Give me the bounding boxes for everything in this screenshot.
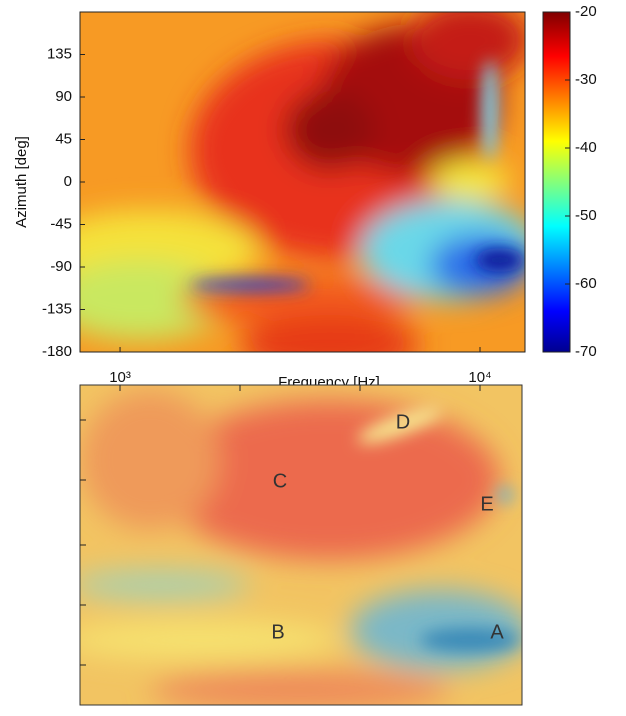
y-tick-label: 0 xyxy=(64,173,72,190)
y-tick-label: 90 xyxy=(55,88,72,105)
y-tick-label: 135 xyxy=(47,45,72,62)
x-tick-label: 10⁴ xyxy=(468,369,491,386)
y-tick-label: 45 xyxy=(55,130,72,147)
colorbar-tick-label: -60 xyxy=(575,275,597,292)
colorbar-tick-label: -30 xyxy=(575,71,597,88)
annotation: E xyxy=(480,493,493,515)
y-tick-label: -135 xyxy=(42,300,72,317)
measured-image xyxy=(80,385,522,705)
y-tick-label: -180 xyxy=(42,343,72,360)
annotation: A xyxy=(490,621,504,643)
annotation: D xyxy=(396,411,410,433)
colorbar-tick-label: -70 xyxy=(575,343,597,360)
heatmap-field xyxy=(80,12,525,352)
image-ticks xyxy=(80,385,481,666)
colorbar-tick-label: -20 xyxy=(575,3,597,20)
annotation: B xyxy=(271,621,284,643)
y-axis-label: Azimuth [deg] xyxy=(13,136,30,228)
x-tick-label: 10³ xyxy=(109,369,131,386)
y-tick-label: -45 xyxy=(50,215,72,232)
colorbar xyxy=(542,11,571,353)
y-tick-label: -90 xyxy=(50,258,72,275)
annotation: C xyxy=(273,470,287,492)
colorbar-tick-label: -40 xyxy=(575,139,597,156)
colorbar-tick-label: -50 xyxy=(575,207,597,224)
